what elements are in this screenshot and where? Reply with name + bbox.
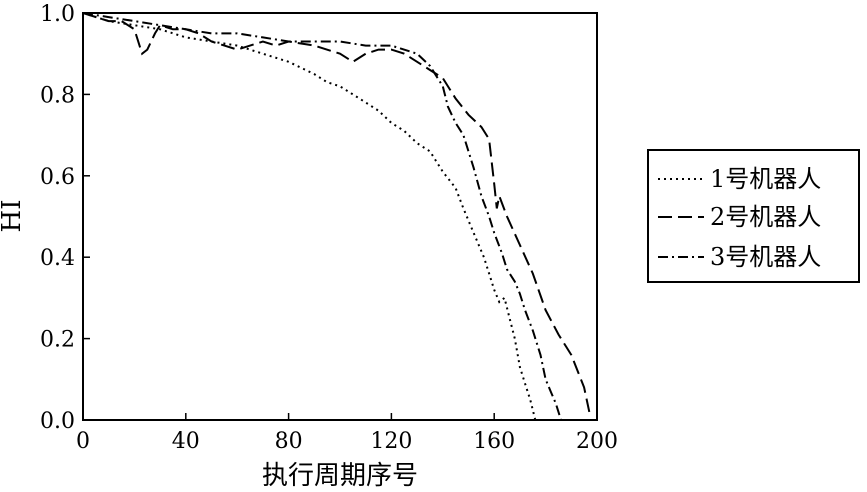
x-tick-label: 80 <box>275 429 303 454</box>
legend: 1号机器人 2号机器人 3号机器人 <box>647 149 860 283</box>
series-line-3 <box>82 12 562 421</box>
y-tick-label: 0.8 <box>40 83 75 108</box>
x-tick-label: 160 <box>473 429 515 454</box>
x-tick-label: 40 <box>172 429 200 454</box>
x-tick-label: 0 <box>76 429 90 454</box>
x-tick-label: 200 <box>576 429 618 454</box>
y-tick-label: 1.0 <box>40 2 75 27</box>
series-line-2 <box>82 12 591 413</box>
series-layer <box>82 12 591 421</box>
y-axis-title: HI <box>0 200 27 233</box>
x-axis-title: 执行周期序号 <box>262 461 418 491</box>
legend-label-3: 3号机器人 <box>710 243 821 271</box>
x-tick-label: 120 <box>370 429 412 454</box>
y-tick-label: 0.2 <box>40 328 75 353</box>
y-tick-label: 0.0 <box>40 409 75 434</box>
legend-label-2: 2号机器人 <box>710 203 821 231</box>
y-tick-label: 0.6 <box>40 165 75 190</box>
plot-frame <box>82 12 598 421</box>
ticks-layer: 0 40 80 120 160 200 0.0 0.2 0.4 0.6 0.8 1.0 <box>40 2 618 454</box>
y-tick-label: 0.4 <box>40 246 75 271</box>
legend-label-1: 1号机器人 <box>710 165 821 193</box>
series-line-1 <box>82 12 537 421</box>
